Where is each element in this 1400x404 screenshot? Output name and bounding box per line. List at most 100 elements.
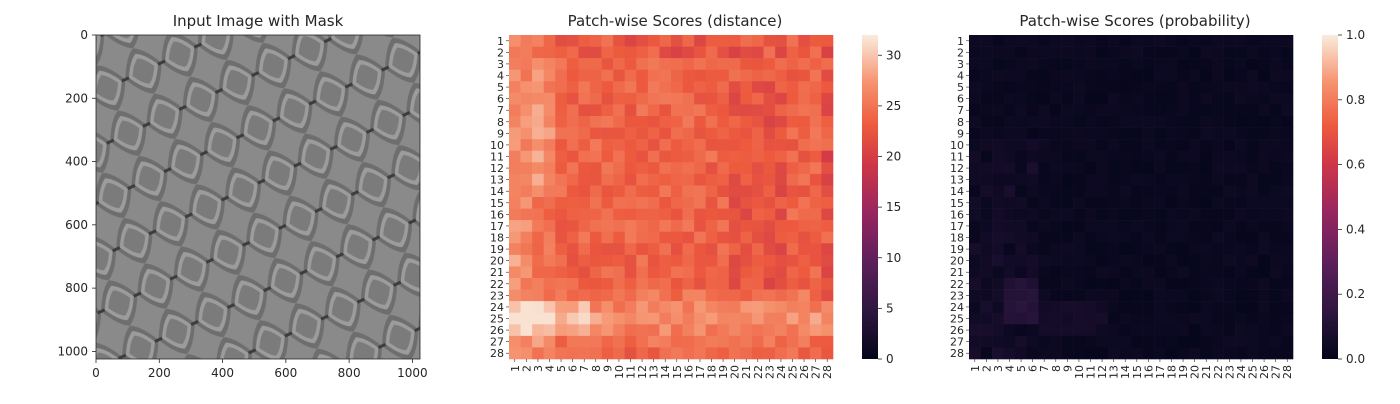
heatmap-cell xyxy=(728,58,741,71)
heatmap-cell xyxy=(682,254,695,267)
image-frame xyxy=(95,34,421,360)
heatmap-cell xyxy=(752,312,764,325)
row-label: 2 xyxy=(957,46,964,59)
heatmap-cell xyxy=(1154,150,1167,163)
heatmap-cell xyxy=(1281,312,1294,325)
heatmap-cell xyxy=(775,347,788,360)
heatmap-cell xyxy=(740,173,753,186)
row-label: 18 xyxy=(950,232,964,245)
heatmap-cell xyxy=(543,301,556,314)
heatmap-cell xyxy=(624,278,637,290)
heatmap-cell xyxy=(578,150,591,163)
heatmap-cell xyxy=(590,347,602,360)
heatmap-cell xyxy=(1038,92,1051,105)
heatmap-cell xyxy=(1050,197,1062,209)
heatmap-cell xyxy=(671,197,683,209)
heatmap-cell xyxy=(1015,324,1028,337)
row-label: 24 xyxy=(490,301,504,314)
heatmap-cell xyxy=(1050,139,1062,152)
heatmap-cell xyxy=(1015,92,1028,105)
heatmap-cell xyxy=(671,58,683,71)
heatmap-cell xyxy=(1107,173,1120,186)
heatmap-cell xyxy=(613,185,626,198)
heatmap-cell xyxy=(1038,116,1051,128)
heatmap-cell xyxy=(555,173,568,186)
heatmap-cell xyxy=(1131,35,1143,47)
heatmap-cell xyxy=(1200,347,1213,360)
heatmap-cell xyxy=(566,162,579,175)
heatmap-cell xyxy=(1026,46,1039,59)
heatmap-cell xyxy=(1212,231,1224,244)
row-label: 8 xyxy=(497,116,504,129)
heatmap-cell xyxy=(752,150,764,163)
heatmap-cell xyxy=(566,324,579,337)
heatmap-cell xyxy=(1084,35,1097,47)
heatmap-cell xyxy=(694,312,707,325)
heatmap-cell xyxy=(1142,208,1155,221)
heatmap-cell xyxy=(636,35,649,47)
heatmap-cell xyxy=(809,127,822,140)
heatmap-cell xyxy=(1246,173,1259,186)
heatmap-cell xyxy=(1084,231,1097,244)
heatmap-cell xyxy=(798,69,811,82)
heatmap-cell xyxy=(555,289,568,302)
heatmap-cell xyxy=(636,254,649,267)
heatmap-cell xyxy=(1038,278,1051,290)
heatmap-cell xyxy=(636,139,649,152)
heatmap-cell xyxy=(821,104,834,117)
heatmap-cell xyxy=(1154,173,1167,186)
heatmap-cell xyxy=(1096,150,1109,163)
heatmap-cell xyxy=(1269,150,1282,163)
heatmap-cell xyxy=(740,116,753,128)
heatmap-cell xyxy=(659,335,672,348)
heatmap-cell xyxy=(509,312,521,325)
heatmap-cell xyxy=(1096,278,1109,290)
heatmap-cell xyxy=(1107,46,1120,59)
heatmap-cell xyxy=(992,289,1005,302)
row-label: 8 xyxy=(957,116,964,129)
heatmap-cell xyxy=(821,185,834,198)
heatmap-cell xyxy=(786,58,799,71)
heatmap-cell xyxy=(763,92,776,105)
heatmap-cell xyxy=(647,173,660,186)
heatmap-cell xyxy=(1269,104,1282,117)
heatmap-cell xyxy=(555,335,568,348)
heatmap-cell xyxy=(1107,266,1120,279)
heatmap-cell xyxy=(555,266,568,279)
heatmap-cell xyxy=(763,301,776,314)
heatmap-cell xyxy=(980,69,993,82)
heatmap-cell xyxy=(1154,69,1167,82)
heatmap-cell xyxy=(1223,231,1236,244)
heatmap-cell xyxy=(509,139,521,152)
col-label: 6 xyxy=(567,365,580,372)
heatmap-cell xyxy=(969,231,981,244)
heatmap-cell xyxy=(543,185,556,198)
heatmap-cell xyxy=(1050,254,1062,267)
heatmap-cell xyxy=(1131,301,1143,314)
heatmap-cell xyxy=(682,116,695,128)
heatmap-cell xyxy=(1154,324,1167,337)
heatmap-cell xyxy=(1212,301,1224,314)
heatmap-cell xyxy=(1165,92,1178,105)
heatmap-cell xyxy=(543,289,556,302)
heatmap-cell xyxy=(1119,46,1132,59)
heatmap-cell xyxy=(798,127,811,140)
heatmap-cell xyxy=(786,139,799,152)
heatmap-cell xyxy=(1212,278,1224,290)
heatmap-cell xyxy=(1142,127,1155,140)
heatmap-cell xyxy=(590,324,602,337)
colorbar-tick-label: 15 xyxy=(886,200,901,214)
heatmap-cell xyxy=(992,347,1005,360)
heatmap-cell xyxy=(798,162,811,175)
heatmap-cell xyxy=(728,220,741,233)
heatmap-cell xyxy=(1003,69,1016,82)
heatmap-cell xyxy=(543,69,556,82)
heatmap-cell xyxy=(1212,46,1224,59)
heatmap-cell xyxy=(520,208,533,221)
heatmap-cell xyxy=(671,220,683,233)
heatmap-cell xyxy=(1269,254,1282,267)
heatmap-cell xyxy=(682,301,695,314)
heatmap-cell xyxy=(1073,289,1086,302)
heatmap-cell xyxy=(694,58,707,71)
